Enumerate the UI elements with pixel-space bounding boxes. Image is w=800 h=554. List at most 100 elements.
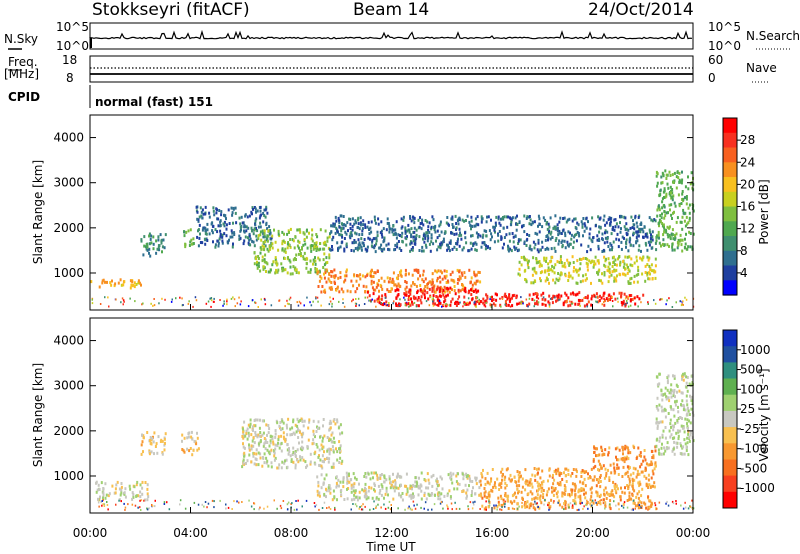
nave-tick-top: 60 [708,53,723,67]
nsky-tick-top-left: 10^5 [56,20,89,34]
data-region [181,430,200,457]
velocity-colorbar: 1000 500 100 25 -25 -100 -500 -1000 [722,329,775,509]
freq-strip-frame [89,55,694,83]
colorbar-segment [723,443,737,460]
velocity-ylabel: Slant Range [km] [31,363,45,467]
nsky-strip-frame [89,22,694,50]
y-tick-label: 2000 [53,424,84,438]
colorbar-segment [723,330,737,347]
colorbar-tick-label: 8 [740,244,748,258]
data-region [140,232,167,258]
x-tick-label: 12:00 [374,526,409,540]
data-region [241,417,344,470]
x-tick-label: 08:00 [274,526,309,540]
freq-tick-top: 18 [62,53,77,67]
colorbar-segment [723,410,737,428]
nsky-label: N.Sky [4,32,38,46]
x-axis: 00:00 04:00 08:00 12:00 16:00 20:00 00:00 [73,304,711,540]
colorbar-segment [723,177,737,193]
colorbar-tick-label: 25 [740,402,755,416]
colorbar-segment [723,491,737,509]
data-region [195,205,273,249]
y-tick-label: 3000 [53,176,84,190]
colorbar-frame [722,329,738,509]
y-tick-label: 4000 [53,334,84,348]
x-axis-label: Time UT [365,540,416,554]
colorbar-tick-label: -1000 [740,481,775,495]
colorbar-segment [723,236,737,252]
velocity-y-axis: 1000 2000 3000 4000 [53,334,693,483]
data-region [95,480,150,502]
data-region [328,214,658,254]
freq-label-line1: Freq. [8,55,38,69]
colorbar-tick-label: -100 [740,442,767,456]
colorbar-segment [723,475,737,493]
nsearch-label: N.Search [746,29,800,43]
colorbar-segment [723,191,737,208]
velocity-heatmap [95,372,695,511]
colorbar-segment [723,206,737,222]
data-region [655,169,695,253]
colorbar-tick-label: 100 [740,382,763,396]
colorbar-segment [723,280,737,296]
freq-label-line2: [MHz] [4,67,39,81]
colorbar-segment [723,346,737,363]
colorbar-tick-label: -25 [740,422,760,436]
nsky-tick-top-right: 10^5 [708,20,741,34]
data-region [140,431,167,456]
colorbar-segment [723,118,737,134]
y-tick-label: 3000 [53,379,84,393]
cpid-label: CPID [8,90,40,104]
colorbar-segment [723,162,737,178]
colorbar-segment [723,147,737,163]
data-region [316,268,482,294]
beam-title: Beam 14 [353,0,429,20]
station-title: Stokkseyri (fitACF) [92,0,250,20]
colorbar-tick-label: -500 [740,461,767,475]
x-tick-label: 00:00 [73,526,108,540]
x-tick-label: 00:00 [676,526,711,540]
y-tick-label: 1000 [53,469,84,483]
y-tick-label: 4000 [53,131,84,145]
colorbar-segment [723,362,737,380]
freq-tick-bottom: 8 [66,71,74,85]
nave-tick-bottom: 0 [708,71,716,85]
colorbar-tick-label: 4 [740,266,748,280]
ground-scatter-speckle [91,296,695,308]
x-tick-label: 20:00 [575,526,610,540]
y-tick-label: 1000 [53,266,84,280]
data-region [592,444,657,470]
x-tick-label: 16:00 [475,526,510,540]
nsky-noise-line [89,29,693,40]
data-region [479,467,658,511]
power-colorbar-label: Power [dB] [757,179,771,244]
colorbar-segment [723,221,737,237]
colorbar-tick-label: 12 [740,222,755,236]
data-region [90,278,142,290]
colorbar-tick-label: 28 [740,133,755,147]
power-colorbar: 28 24 20 16 12 8 4 [722,117,755,296]
data-region [316,471,481,502]
colorbar-segment [723,250,737,267]
colorbar-segment [723,427,737,444]
data-region [253,227,331,276]
nsky-tick-bottom-left: 10^0 [56,39,89,53]
colorbar-tick-label: 16 [740,200,755,214]
colorbar-segment [723,132,737,149]
data-region [183,228,195,249]
colorbar-tick-label: 1000 [740,343,771,357]
date-title: 24/Oct/2014 [588,0,694,20]
y-tick-label: 2000 [53,221,84,235]
ground-scatter-speckle [97,499,695,511]
colorbar-segment [723,265,737,281]
power-heatmap [90,169,695,308]
power-y-axis: 1000 2000 3000 4000 [53,131,693,280]
x-tick-label: 04:00 [173,526,208,540]
colorbar-segment [723,459,737,477]
colorbar-tick-label: 20 [740,177,755,191]
data-region [517,255,657,285]
data-region [655,372,695,457]
colorbar-tick-label: 24 [740,155,755,169]
